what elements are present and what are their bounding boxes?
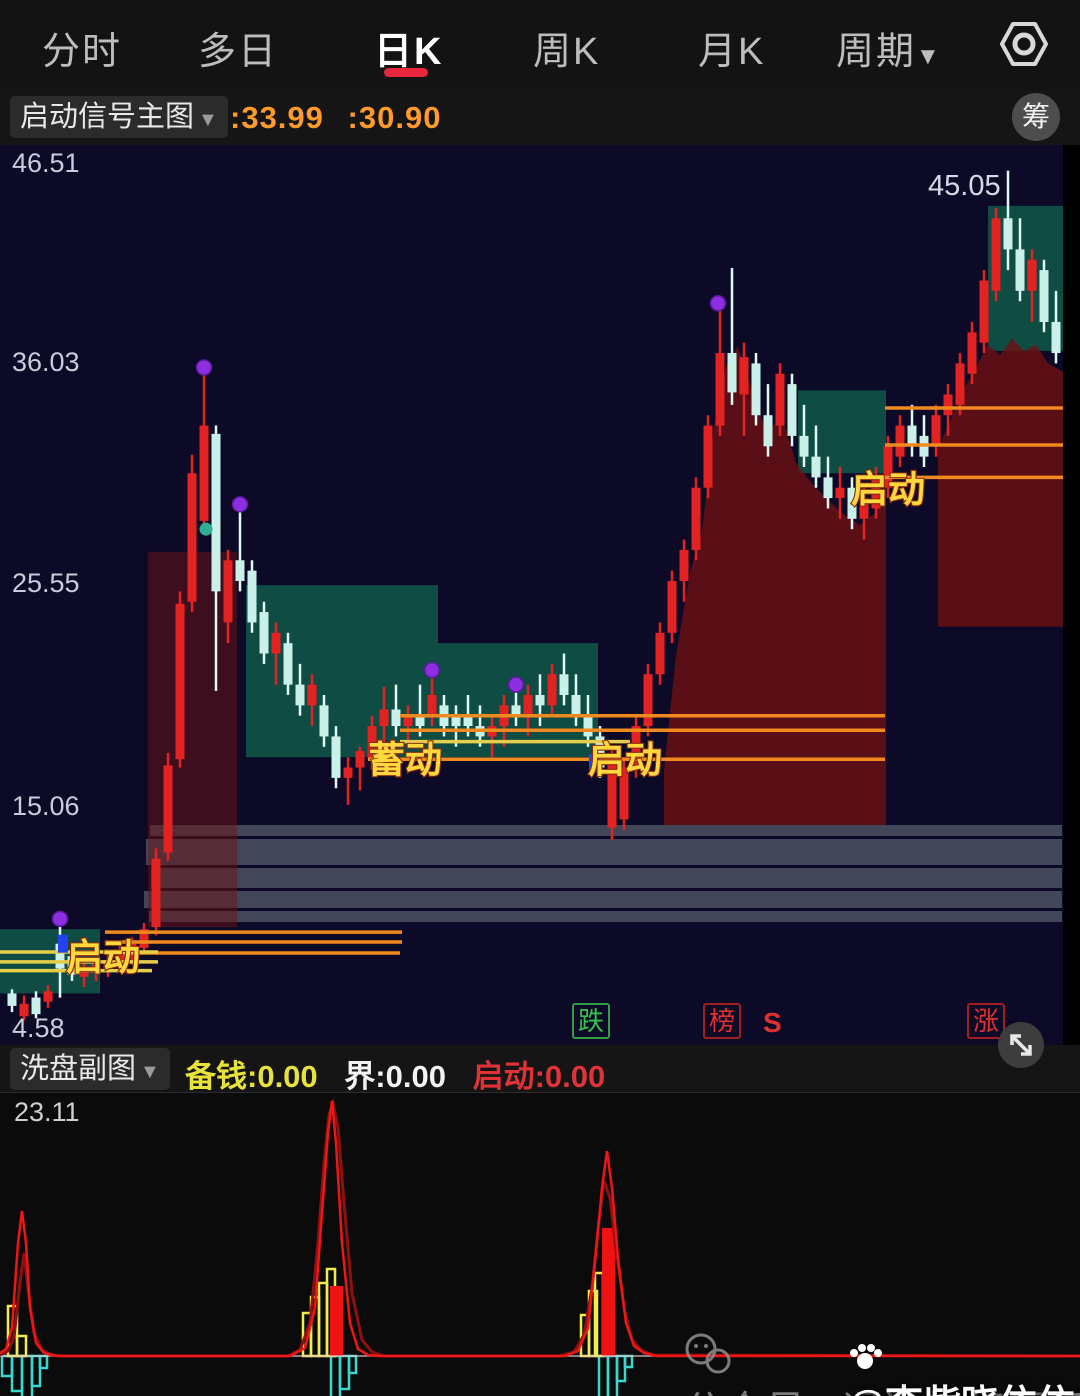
sub-indicator-toolbar: 洗盘副图 ▼ 备钱:0.00 界:0.00 启动:0.00 [0,1022,1080,1096]
period-tab-bar: 分时 多日 日K 周K 月K 周期▼ [0,0,1080,91]
chevron-down-icon: ▼ [140,1061,160,1083]
rank-button[interactable]: 榜 [703,1003,742,1039]
y-axis-label: 25.55 [12,568,80,598]
gear-icon[interactable] [998,18,1050,70]
watermark-gray: 公众号 · 通达指标源码 [683,1333,1080,1396]
tab-fenshi[interactable]: 分时 [42,31,123,73]
chevron-down-icon: ▼ [916,43,942,70]
y-axis-label: 4.58 [12,1013,65,1043]
y-axis-label: 36.03 [12,347,80,377]
fall-rank-button[interactable]: 跌 [572,1003,611,1039]
tab-daily-k[interactable]: 日K [374,31,444,73]
qidong-value: 启动:0.00 [472,1059,606,1094]
main-indicator-dropdown[interactable]: 启动信号主图 ▼ [10,96,228,138]
tab-monthly-k[interactable]: 月K [698,31,766,73]
sub-indicator-chart[interactable]: 23.11 公众号 · 通达指标源码 @李紫晓依依 [0,1092,1080,1396]
chevron-down-icon: ▼ [198,109,218,131]
sub-indicator-values: 备钱:0.00 界:0.00 启动:0.00 [185,1051,623,1096]
tab-weekly-k[interactable]: 周K [533,31,601,73]
marker-s: S [763,1007,782,1038]
sub-indicator-dropdown[interactable]: 洗盘副图 ▼ [10,1048,170,1090]
y-axis-label: 46.51 [12,148,80,178]
value-2: :30.90 [347,100,442,135]
value-1: :33.99 [230,100,324,135]
jie-value: 界:0.00 [344,1059,446,1094]
rise-rank-button[interactable]: 涨 [967,1003,1006,1039]
indicator-values: :33.99 :30.90 [230,100,441,136]
svg-text:启动: 启动 [66,937,140,978]
beiqian-value: 备钱:0.00 [185,1059,318,1094]
main-candlestick-chart[interactable]: 启动 蓄动 启动 启动 46.51 36.03 25.55 15.06 4.58 45… [0,145,1080,1045]
tab-duori[interactable]: 多日 [198,31,279,73]
sub-y-axis-label: 23.11 [14,1097,80,1127]
sub-chart-canvas [0,1093,1080,1396]
active-tab-underline [384,68,428,77]
tab-period-dropdown[interactable]: 周期▼ [836,31,942,73]
watermark-author: @李紫晓依依 [848,1341,1075,1396]
main-indicator-toolbar: 启动信号主图 ▼ :33.99 :30.90 筹 [0,90,1080,146]
y-axis-label: 15.06 [12,791,80,821]
chip-distribution-button[interactable]: 筹 [1012,93,1060,141]
wechat-icon [685,1333,731,1374]
svg-text:启动: 启动 [588,739,662,780]
svg-text:启动: 启动 [851,469,925,510]
paw-icon [850,1344,882,1369]
expand-icon[interactable] [998,1022,1044,1068]
svg-text:蓄动: 蓄动 [368,739,442,780]
period-high-label: 45.05 [928,170,1001,202]
